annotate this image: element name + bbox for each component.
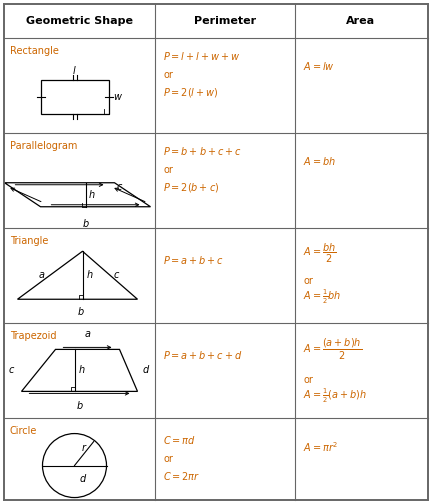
Text: $A = lw$: $A = lw$ (303, 60, 335, 72)
Text: or: or (303, 276, 313, 286)
Text: $A = \dfrac{bh}{2}$: $A = \dfrac{bh}{2}$ (303, 242, 337, 265)
Text: b: b (77, 401, 83, 411)
Text: or: or (303, 375, 313, 385)
Text: b: b (83, 219, 89, 229)
Text: $A = \dfrac{(a+b)h}{2}$: $A = \dfrac{(a+b)h}{2}$ (303, 337, 362, 362)
Text: Rectangle: Rectangle (10, 46, 59, 56)
Text: or: or (163, 165, 173, 175)
Text: Circle: Circle (10, 426, 37, 436)
Text: c: c (117, 182, 122, 192)
Text: Trapezoid: Trapezoid (10, 331, 56, 341)
Text: l: l (73, 66, 76, 76)
Text: Parallelogram: Parallelogram (10, 141, 77, 151)
Text: r: r (82, 444, 86, 454)
Text: $C = 2\pi r$: $C = 2\pi r$ (163, 470, 200, 482)
Text: a: a (39, 270, 45, 280)
Text: c: c (8, 365, 13, 375)
Text: $P = a + b + c$: $P = a + b + c$ (163, 254, 224, 266)
Text: $P = 2(b + c)$: $P = 2(b + c)$ (163, 181, 219, 194)
Text: Geometric Shape: Geometric Shape (26, 16, 133, 26)
Text: $A = \frac{1}{2}(a + b)h$: $A = \frac{1}{2}(a + b)h$ (303, 387, 367, 405)
Text: or: or (163, 70, 173, 80)
Text: w: w (114, 92, 122, 102)
Text: c: c (114, 270, 120, 280)
Text: $A = \pi r^2$: $A = \pi r^2$ (303, 440, 338, 454)
Text: $P = b + b + c + c$: $P = b + b + c + c$ (163, 145, 242, 157)
Text: Perimeter: Perimeter (194, 16, 256, 26)
Text: $C = \pi d$: $C = \pi d$ (163, 434, 196, 446)
Text: Area: Area (346, 16, 375, 26)
Text: h: h (89, 190, 95, 200)
Text: d: d (142, 365, 149, 375)
Text: $P = a + b + c + d$: $P = a + b + c + d$ (163, 349, 243, 361)
Text: $A = \frac{1}{2}bh$: $A = \frac{1}{2}bh$ (303, 288, 341, 306)
Text: d: d (80, 474, 86, 483)
Text: $A = bh$: $A = bh$ (303, 155, 336, 167)
Text: h: h (79, 365, 85, 375)
Text: or: or (163, 454, 173, 464)
Text: b: b (77, 307, 83, 317)
Text: $P = l + l + w + w$: $P = l + l + w + w$ (163, 50, 240, 62)
Text: a: a (85, 330, 90, 339)
Text: h: h (86, 270, 92, 280)
Text: $P = 2(l + w)$: $P = 2(l + w)$ (163, 86, 218, 99)
Text: Triangle: Triangle (10, 236, 48, 246)
Bar (40, 80, 108, 114)
